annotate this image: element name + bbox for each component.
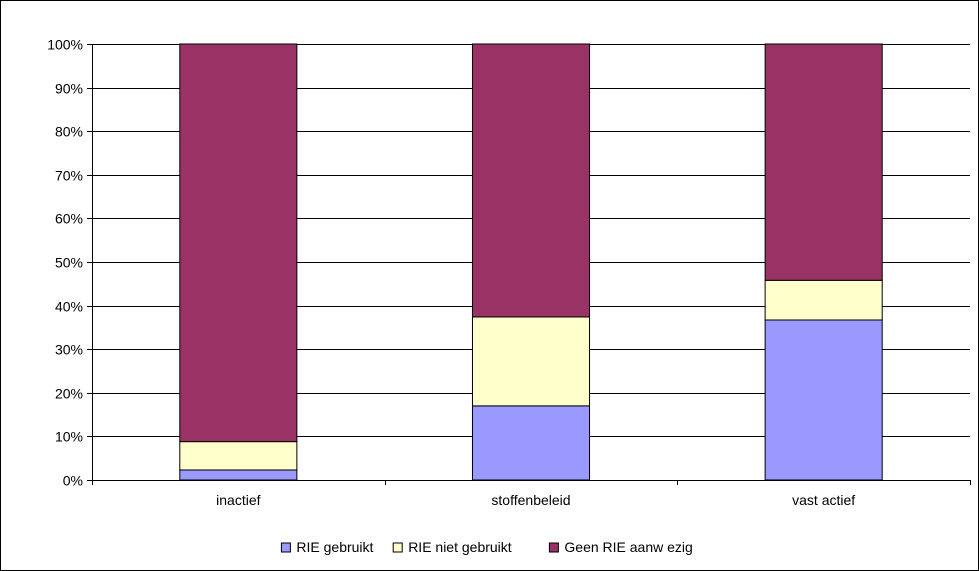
bar-segment	[179, 469, 298, 481]
x-tick-label: stoffenbeleid	[491, 492, 570, 508]
legend-swatch	[548, 542, 559, 553]
y-tick-label: 60%	[55, 211, 83, 227]
y-tick-label: 0%	[63, 473, 83, 489]
bar-segment	[764, 279, 883, 321]
x-tick-label: vast actief	[792, 492, 855, 508]
legend-label: RIE gebruikt	[296, 539, 373, 555]
bar-segment	[471, 43, 591, 318]
x-tick-label: inactief	[216, 492, 260, 508]
legend-swatch	[392, 542, 403, 553]
y-tick-label: 90%	[55, 81, 83, 97]
y-tick-label: 70%	[55, 168, 83, 184]
y-tick-label: 40%	[55, 299, 83, 315]
legend: RIE gebruikt RIE niet gebruikt Geen RIE aa…	[280, 539, 693, 555]
bar-segment	[179, 43, 298, 443]
bar-segment	[471, 405, 591, 481]
legend-label: RIE niet gebruikt	[408, 539, 512, 555]
bar-segment	[179, 441, 298, 471]
bar-segment	[764, 319, 883, 481]
legend-swatch	[280, 542, 291, 553]
bar-segment	[471, 316, 591, 407]
bar-segment	[764, 43, 883, 281]
y-tick-label: 20%	[55, 386, 83, 402]
y-tick-label: 100%	[47, 37, 83, 53]
y-tick-label: 80%	[55, 124, 83, 140]
y-tick-label: 30%	[55, 342, 83, 358]
legend-label: Geen RIE aanw ezig	[564, 539, 692, 555]
y-tick-label: 10%	[55, 429, 83, 445]
y-tick-label: 50%	[55, 255, 83, 271]
